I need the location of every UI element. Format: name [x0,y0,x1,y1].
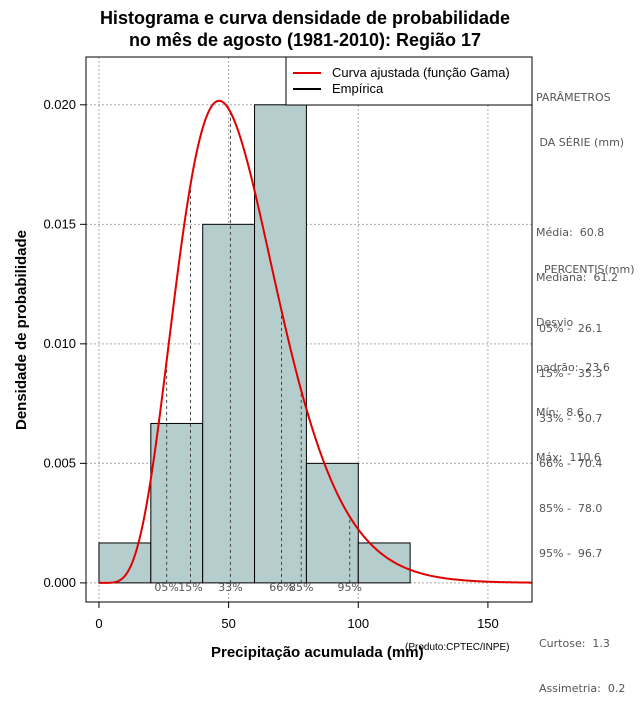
x-tick-label: 0 [95,616,102,631]
stat-assimetria: Assimetria: 0.2 [539,682,626,695]
legend-box [285,56,533,106]
histogram-chart: 05% 15% 33% 66%85% 95% 0 50 100 150 0.000 0.005 0.… [13,56,533,660]
params-title-line-2: DA SÉRIE (mm) [536,136,625,149]
y-tick-label: 0.000 [43,575,76,590]
y-axis-label: Densidade de probabilidade [13,230,30,430]
percentiles-title: PERCENTIS(mm) [544,263,635,276]
param-max: Máx: 110.6 [536,451,601,464]
stat-curtose: Curtose: 1.3 [539,637,610,650]
legend-label-empirical: Empírica [332,81,384,96]
fitted-gamma-curve [98,99,533,584]
x-tick-label: 50 [221,616,235,631]
y-tick-label: 0.015 [43,216,76,231]
x-axis-label: Precipitação acumulada (mm) [211,644,424,660]
histogram-bar [254,104,307,584]
percentiles-panel: 05% - 26.1 15% - 35.3 33% - 50.7 66% - 7… [539,291,625,711]
percentile-66: 66% - 70.4 [539,457,603,470]
percentile-marker-label: 05% [154,581,178,594]
percentile-85: 85% - 78.0 [539,502,603,515]
y-tick-label: 0.010 [43,336,76,351]
param-mediana: Mediana: 61.2 [536,271,618,284]
params-title-line-1: PARÂMETROS [536,91,611,104]
percentile-15: 15% - 35.3 [539,367,603,380]
percentile-marker-label: 15% [178,581,202,594]
y-tick-label: 0.005 [43,455,76,470]
x-tick-label: 100 [347,616,369,631]
percentile-95: 95% - 96.7 [539,547,603,560]
percentile-33: 33% - 50.7 [539,412,603,425]
histogram-bar [357,542,411,584]
percentile-marker-label: 95% [337,581,361,594]
legend: Curva ajustada (função Gama) Empírica [285,56,533,106]
param-media: Média: 60.8 [536,226,605,239]
y-tick-label: 0.020 [43,97,76,112]
percentile-marker-label: 33% [218,581,242,594]
param-desvio-line-1: Desvio [536,316,574,329]
legend-label-curve: Curva ajustada (função Gama) [332,65,510,80]
chart-title-line-2: no mês de agosto (1981-2010): Região 17 [128,30,482,50]
histogram-bar [150,422,204,584]
credit-text: (Produto:CPTEC/INPE) [405,642,509,653]
param-desvio-line-2: padrão: 23.6 [536,361,610,374]
param-min: Mín: 8.6 [536,406,584,419]
chart-title-line-1: Histograma e curva densidade de probabil… [99,8,511,28]
percentile-marker-label: 66% [269,581,293,594]
series-parameters-panel: PARÂMETROS DA SÉRIE (mm) Média: 60.8 Med… [536,60,624,480]
x-tick-label: 150 [477,616,499,631]
percentile-marker-label: 85% [289,581,313,594]
histogram-bar [202,223,256,584]
percentile-05: 05% - 26.1 [539,322,603,335]
